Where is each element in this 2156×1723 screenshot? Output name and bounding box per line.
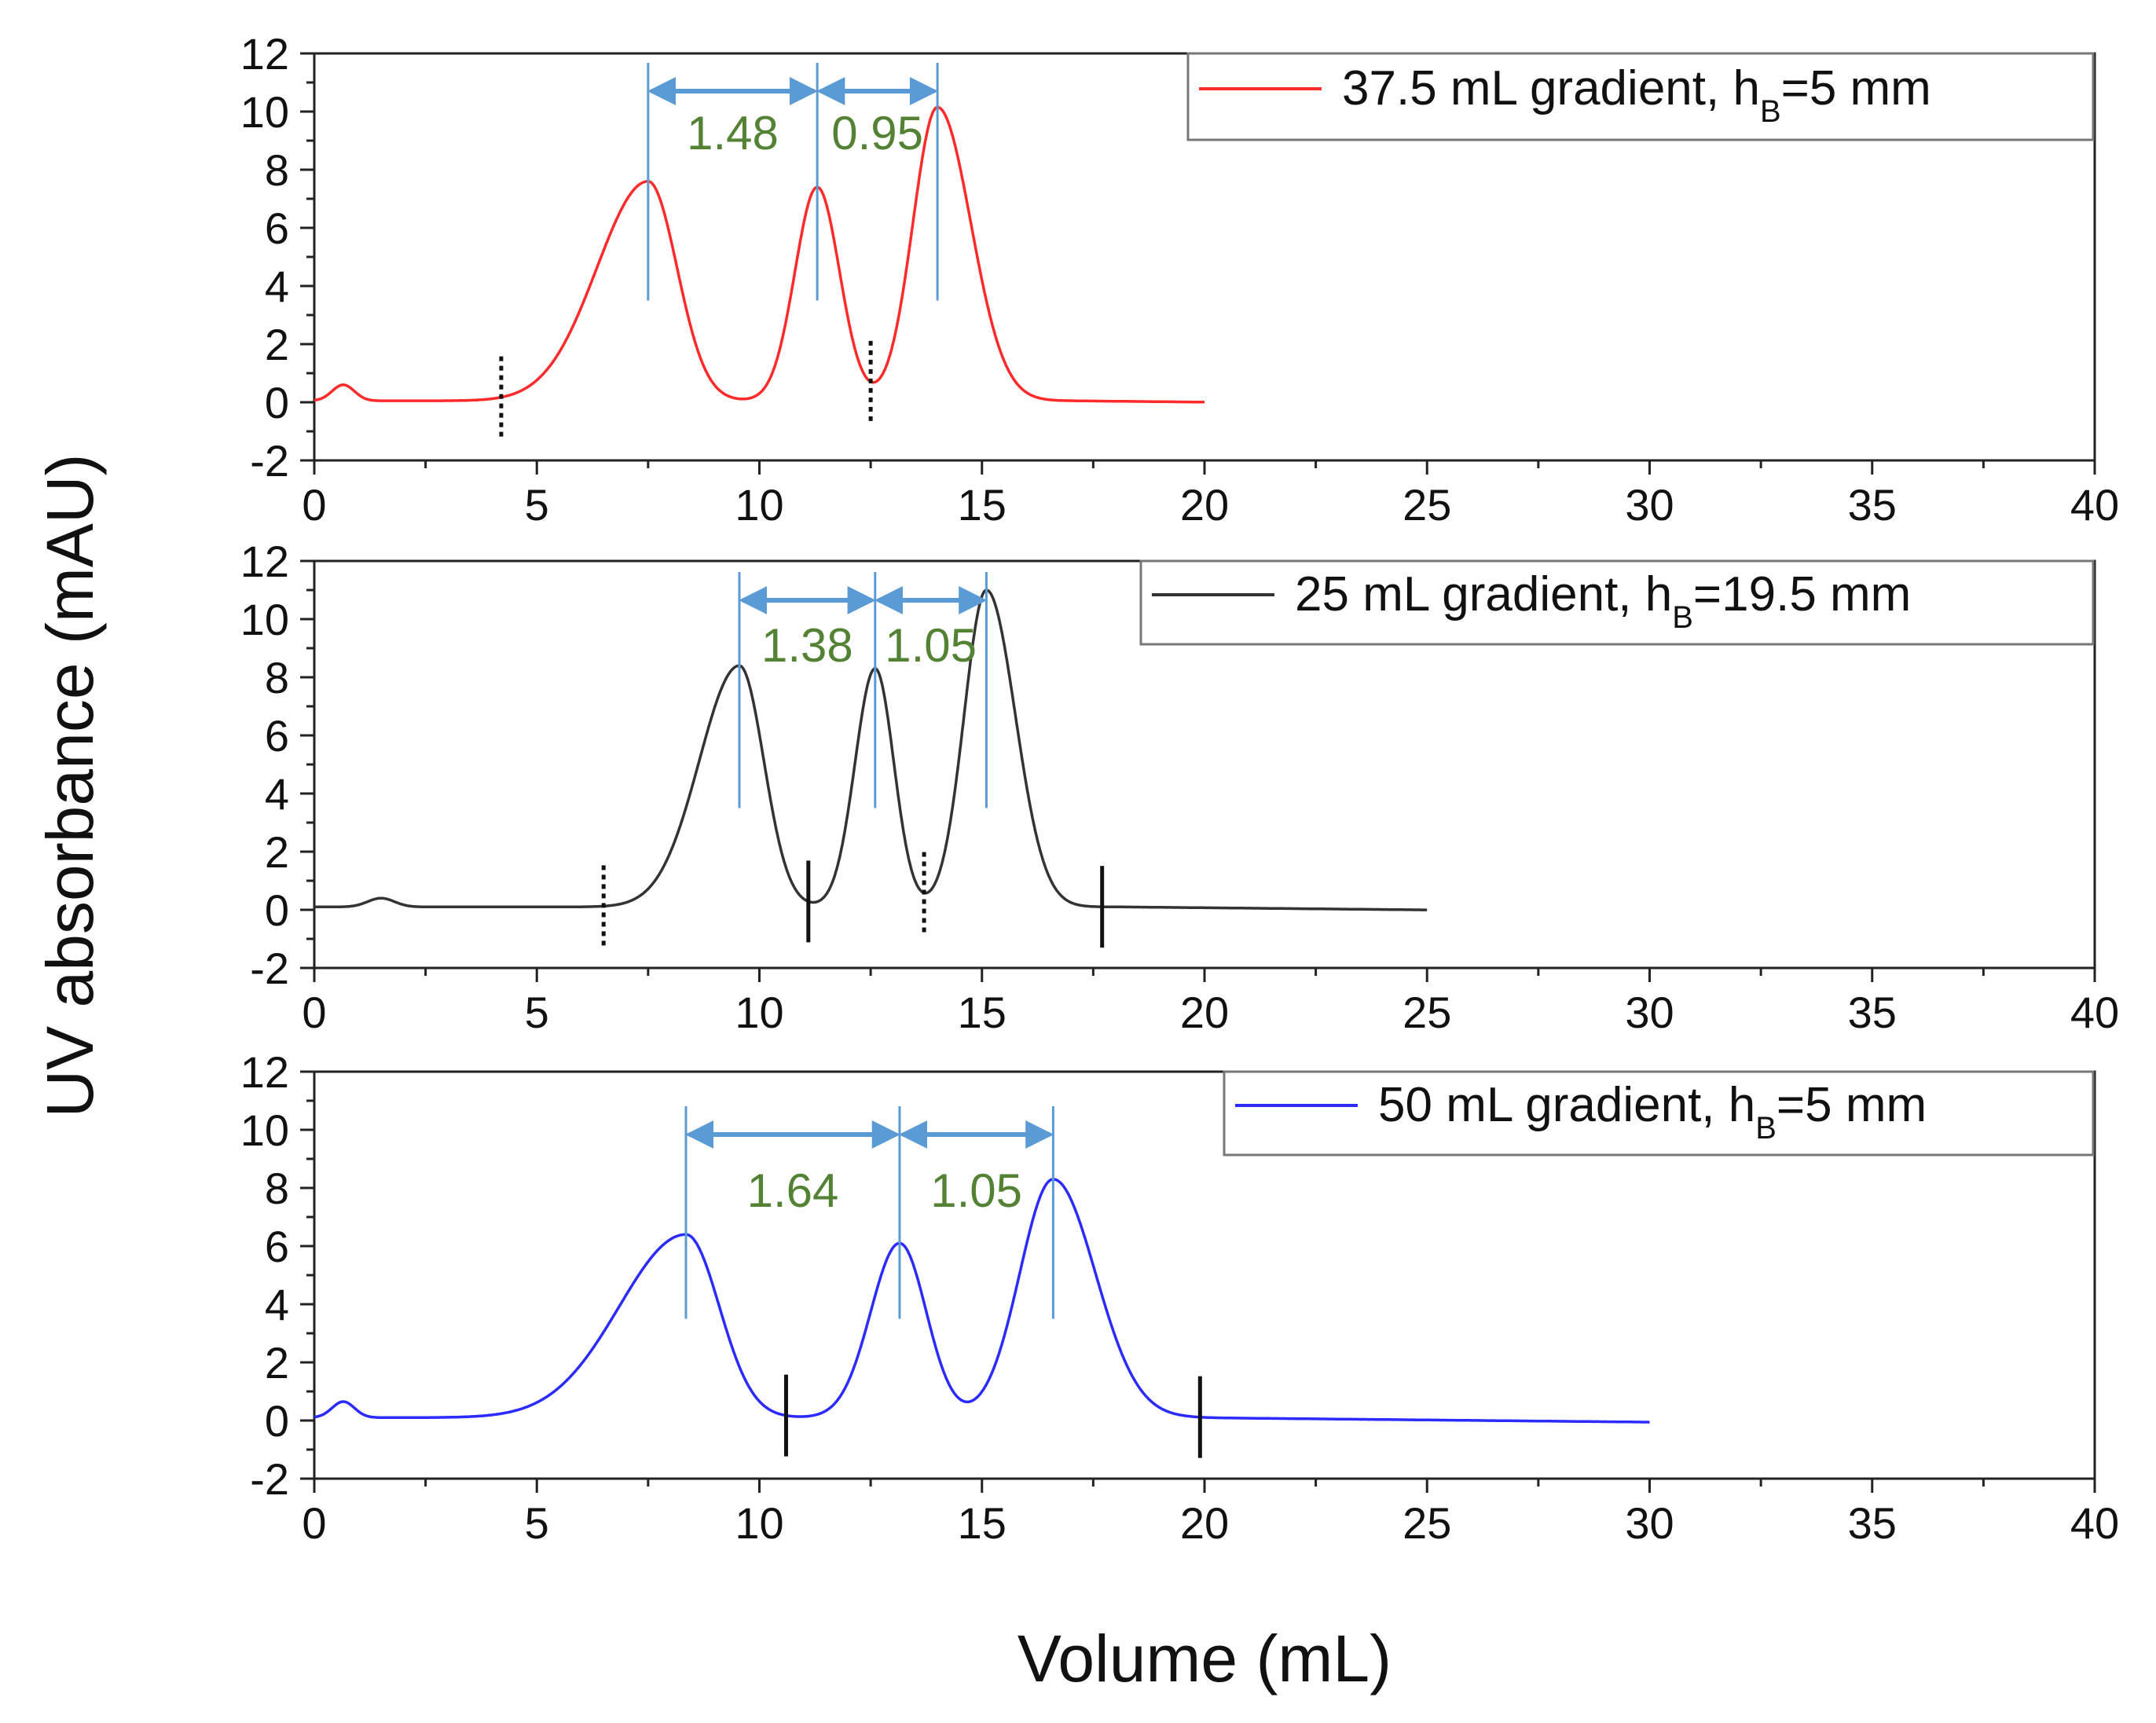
x-tick-label: 40 (2070, 480, 2119, 530)
y-tick-label: 2 (265, 1338, 289, 1388)
legend-box (1186, 52, 2095, 141)
x-tick-label: 0 (302, 1498, 326, 1548)
y-tick-label: 0 (265, 378, 289, 427)
series-line (314, 105, 1205, 404)
x-tick-label: 5 (525, 1498, 549, 1548)
y-tick-label: 6 (265, 711, 289, 761)
y-tick-label: 0 (265, 1396, 289, 1446)
y-tick-label: -2 (250, 1454, 289, 1504)
x-tick-label: 30 (1625, 480, 1674, 530)
y-tick-label: 6 (265, 1222, 289, 1271)
legend: 25 mL gradient, hB=19.5 mm (1139, 559, 2095, 646)
legend-box (1139, 559, 2095, 646)
x-axis-title: Volume (mL) (1018, 1622, 1392, 1696)
y-tick-label: 6 (265, 203, 289, 253)
y-tick-label: -2 (250, 944, 289, 993)
x-tick-label: 15 (958, 1498, 1006, 1548)
x-tick-label: 35 (1848, 1498, 1897, 1548)
y-tick-label: 8 (265, 145, 289, 195)
chart-panel-3: 0 5 10 15 20 25 30 35 40 -2 0 2 4 6 8 10 12 1.64 1.05 50 mL… (240, 1047, 2119, 1548)
y-tick-label: 10 (240, 87, 289, 137)
ratio-label: 1.64 (747, 1164, 839, 1217)
y-tick-label: 4 (265, 769, 289, 819)
y-tick-label: 12 (240, 1047, 289, 1097)
y-axis-title: UV absorbance (mAU) (33, 454, 107, 1118)
y-tick-label: 0 (265, 885, 289, 935)
x-tick-label: 10 (735, 480, 783, 530)
x-tick-label: 10 (735, 1498, 783, 1548)
y-tick-label: 12 (240, 29, 289, 79)
x-tick-label: 40 (2070, 1498, 2119, 1548)
x-tick-label: 20 (1180, 1498, 1229, 1548)
x-tick-label: 5 (525, 480, 549, 530)
ratio-label: 1.05 (885, 619, 977, 672)
x-tick-label: 15 (958, 480, 1006, 530)
x-tick-label: 10 (735, 988, 783, 1037)
series-line (314, 1178, 1651, 1424)
x-tick-label: 15 (958, 988, 1006, 1037)
legend-label: 50 mL gradient, hB=5 mm (1378, 1078, 1927, 1146)
x-tick-label: 30 (1625, 988, 1674, 1037)
x-tick-label: 25 (1402, 480, 1451, 530)
x-tick-label: 5 (525, 988, 549, 1037)
legend-label: 37.5 mL gradient, hB=5 mm (1342, 61, 1931, 129)
y-tick-label: 2 (265, 827, 289, 877)
series-line (314, 588, 1428, 911)
y-tick-label: 10 (240, 1105, 289, 1155)
y-tick-label: 8 (265, 1164, 289, 1213)
ratio-label: 1.38 (761, 619, 853, 672)
legend: 37.5 mL gradient, hB=5 mm (1186, 52, 2095, 141)
ratio-label: 0.95 (831, 107, 923, 159)
y-tick-label: 12 (240, 537, 289, 586)
ratio-label: 1.05 (930, 1164, 1022, 1217)
legend-box (1223, 1070, 2095, 1157)
legend: 50 mL gradient, hB=5 mm (1223, 1070, 2095, 1157)
y-tick-label: 10 (240, 595, 289, 644)
chart-panel-2: 0 5 10 15 20 25 30 35 40 -2 0 2 4 6 8 10 12 1.38 1.05 25 mL… (240, 537, 2119, 1037)
y-tick-label: 4 (265, 262, 289, 311)
x-tick-label: 30 (1625, 1498, 1674, 1548)
x-tick-label: 0 (302, 480, 326, 530)
ratio-label: 1.48 (687, 107, 779, 159)
y-tick-label: 2 (265, 320, 289, 369)
y-tick-label: -2 (250, 436, 289, 486)
y-tick-label: 8 (265, 653, 289, 702)
y-tick-label: 4 (265, 1280, 289, 1329)
x-tick-label: 35 (1848, 480, 1897, 530)
x-tick-label: 20 (1180, 480, 1229, 530)
x-tick-label: 25 (1402, 988, 1451, 1037)
x-tick-label: 20 (1180, 988, 1229, 1037)
legend-label: 25 mL gradient, hB=19.5 mm (1295, 567, 1911, 635)
x-tick-label: 0 (302, 988, 326, 1037)
x-tick-label: 40 (2070, 988, 2119, 1037)
x-tick-label: 25 (1402, 1498, 1451, 1548)
x-tick-label: 35 (1848, 988, 1897, 1037)
chart-panel-1: 0 5 10 15 20 25 30 35 40 -2 0 2 4 6 8 10 12 1.48 0.95 37.5 … (240, 29, 2119, 530)
